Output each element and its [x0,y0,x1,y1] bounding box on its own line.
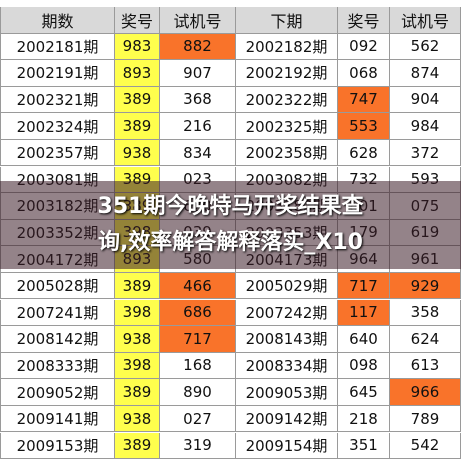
table-cell: 624 [390,326,461,353]
table-cell: 027 [160,405,236,433]
table-cell: 645 [338,379,390,406]
header-cell: 试机号 [160,7,236,34]
table-cell: 907 [160,60,236,87]
table-cell: 2009142期 [236,405,338,433]
table-cell: 389 [115,272,160,300]
table-cell: 874 [390,60,461,87]
table-cell: 929 [390,272,461,300]
table-cell: 2002325期 [236,113,338,140]
table-cell: 882 [160,33,236,61]
header-cell: 奖号 [338,7,390,34]
header-cell: 下期 [236,7,338,34]
header-cell: 期数 [0,7,115,34]
table-cell: 2002357期 [0,139,115,167]
table-cell: 717 [338,272,390,300]
table-cell: 904 [390,86,461,114]
table-cell: 2008334期 [236,352,338,380]
table-cell: 789 [390,405,461,433]
table-cell: 372 [390,139,461,167]
table-cell: 218 [338,405,390,433]
table-cell: 834 [160,139,236,167]
header-cell: 试机号 [390,7,461,34]
table-cell: 351 [338,432,390,460]
header-cell: 奖号 [115,7,160,34]
table-cell: 613 [390,352,461,380]
table-cell: 368 [160,86,236,114]
table-cell: 553 [338,113,390,140]
table-cell: 098 [338,352,390,380]
table-cell: 2009141期 [0,405,115,433]
table-cell: 466 [160,272,236,300]
table-cell: 216 [160,113,236,140]
overlay-banner: 351期今晚特马开奖结果查 询,效率解答解释落实_X10 [0,181,461,269]
table-cell: 2002321期 [0,86,115,114]
table-cell: 542 [390,432,461,460]
table-cell: 938 [115,326,160,353]
table-cell: 389 [115,432,160,460]
table-cell: 389 [115,86,160,114]
table-cell: 938 [115,139,160,167]
table-cell: 2008143期 [236,326,338,353]
table-cell: 2002182期 [236,33,338,61]
table-cell: 562 [390,33,461,61]
table-cell: 2009053期 [236,379,338,406]
table-cell: 747 [338,86,390,114]
table-cell: 2002322期 [236,86,338,114]
table-cell: 398 [115,352,160,380]
overlay-line: 询,效率解答解释落实_X10 [98,230,363,255]
table-cell: 2009153期 [0,432,115,460]
table-cell: 2002181期 [0,33,115,61]
table-cell: 2009052期 [0,379,115,406]
table-cell: 389 [115,113,160,140]
table-cell: 893 [115,60,160,87]
table-cell: 068 [338,60,390,87]
table-cell: 2002358期 [236,139,338,167]
table-cell: 117 [338,299,390,327]
table-cell: 2008333期 [0,352,115,380]
table-cell: 2007242期 [236,299,338,327]
table-cell: 717 [160,326,236,353]
table-cell: 2002324期 [0,113,115,140]
table-cell: 358 [390,299,461,327]
table-cell: 2009154期 [236,432,338,460]
table-cell: 983 [115,33,160,61]
table-cell: 2005028期 [0,272,115,300]
table-cell: 640 [338,326,390,353]
table-cell: 2002191期 [0,60,115,87]
table-cell: 2005029期 [236,272,338,300]
table-cell: 938 [115,405,160,433]
table-cell: 2008142期 [0,326,115,353]
table-cell: 168 [160,352,236,380]
table-cell: 890 [160,379,236,406]
table-cell: 2007241期 [0,299,115,327]
table-cell: 2002192期 [236,60,338,87]
overlay-line: 351期今晚特马开奖结果查 [97,194,364,219]
table-cell: 984 [390,113,461,140]
table-cell: 628 [338,139,390,167]
table-cell: 092 [338,33,390,61]
table-cell: 966 [390,379,461,406]
table-cell: 389 [115,379,160,406]
table-cell: 686 [160,299,236,327]
table-cell: 319 [160,432,236,460]
table-cell: 398 [115,299,160,327]
